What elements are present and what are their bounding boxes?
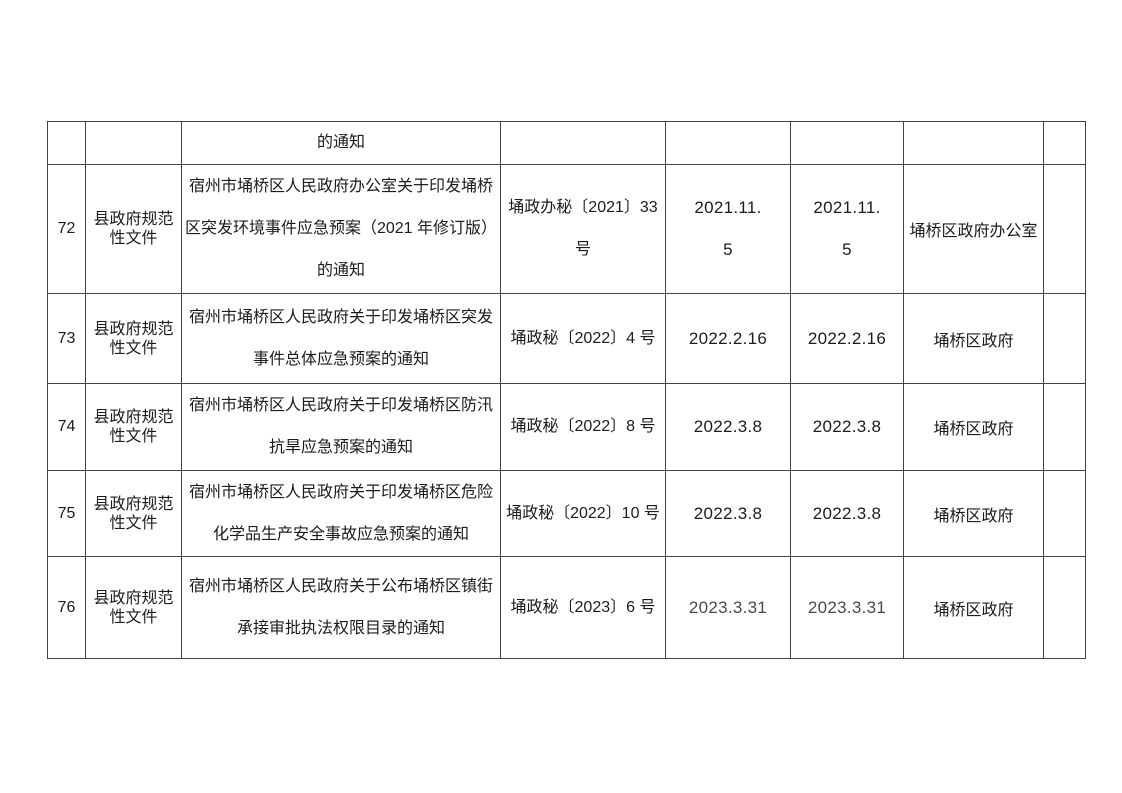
issue-date-line: 5	[723, 240, 733, 259]
issue-date-line: 2022.2.16	[688, 328, 768, 348]
title-line: 宿州市埇桥区人民政府关于印发埇桥区突发	[188, 308, 493, 326]
title-line: 区突发环境事件应急预案（2021 年修订版）	[184, 220, 498, 237]
seq-cell: 75	[47, 470, 86, 557]
issue-date-line: 2022.3.8	[693, 417, 763, 436]
remark-cell	[1043, 556, 1086, 659]
seq-cell: 72	[47, 164, 86, 294]
effective-date-cell	[790, 121, 904, 165]
remark-cell	[1043, 470, 1086, 557]
table-row: 73 县政府规范 性文件 宿州市埇桥区人民政府关于印发埇桥区突发 事件总体应急预…	[47, 293, 1086, 384]
issue-date-cell: 2022.3.8	[665, 470, 791, 557]
effective-date-cell: 2022.3.8	[790, 383, 904, 471]
title-cell: 宿州市埇桥区人民政府关于印发埇桥区防汛 抗旱应急预案的通知	[181, 383, 501, 471]
title-line: 宿州市埇桥区人民政府关于印发埇桥区防汛	[188, 397, 493, 414]
effective-date-cell: 2022.3.8	[790, 470, 904, 557]
doc-number-line: 埇政秘〔2022〕10 号	[506, 504, 660, 522]
effective-date-line: 2022.2.16	[807, 328, 887, 348]
issue-date-cell: 2021.11. 5	[665, 164, 791, 294]
issue-date-cell: 2023.3.31	[665, 556, 791, 659]
doc-number-line: 埇政办秘〔2021〕33	[508, 199, 658, 216]
category-line: 性文件	[109, 339, 158, 357]
doc-number-line: 埇政秘〔2022〕8 号	[510, 418, 656, 435]
doc-number-cell: 埇政秘〔2023〕6 号	[500, 556, 666, 659]
issue-date-line: 2023.3.31	[688, 597, 768, 617]
effective-date-line: 2021.11.	[813, 198, 881, 217]
issuing-office-cell: 埇桥区政府	[903, 470, 1044, 557]
issuing-office-cell	[903, 121, 1044, 165]
effective-date-line: 5	[842, 240, 852, 259]
doc-number-cell: 埇政秘〔2022〕4 号	[500, 293, 666, 384]
issue-date-cell	[665, 121, 791, 165]
category-line: 县政府规范	[93, 495, 174, 513]
doc-number-line: 号	[574, 241, 591, 258]
title-line: 化学品生产安全事故应急预案的通知	[212, 525, 469, 543]
title-cell: 宿州市埇桥区人民政府关于印发埇桥区危险 化学品生产安全事故应急预案的通知	[181, 470, 501, 557]
seq-cell: 74	[47, 383, 86, 471]
seq-cell	[47, 121, 86, 165]
effective-date-line: 2022.3.8	[812, 503, 882, 523]
category-line: 性文件	[109, 514, 158, 532]
category-cell: 县政府规范 性文件	[85, 293, 182, 384]
remark-cell	[1043, 383, 1086, 471]
remark-cell	[1043, 164, 1086, 294]
issuing-office-cell: 埇桥区政府	[903, 556, 1044, 659]
category-cell: 县政府规范 性文件	[85, 470, 182, 557]
title-line: 抗旱应急预案的通知	[268, 439, 413, 456]
title-line: 事件总体应急预案的通知	[252, 350, 429, 368]
issuing-office-cell: 埇桥区政府办公室	[903, 164, 1044, 294]
doc-number-cell: 埇政秘〔2022〕10 号	[500, 470, 666, 557]
category-cell: 县政府规范 性文件	[85, 383, 182, 471]
issue-date-cell: 2022.3.8	[665, 383, 791, 471]
effective-date-cell: 2021.11. 5	[790, 164, 904, 294]
title-line: 宿州市埇桥区人民政府办公室关于印发埇桥	[188, 178, 493, 195]
category-cell	[85, 121, 182, 165]
title-line: 的通知	[316, 262, 365, 279]
title-cell: 的通知	[181, 121, 501, 165]
doc-number-cell	[500, 121, 666, 165]
table-row: 76 县政府规范 性文件 宿州市埇桥区人民政府关于公布埇桥区镇街 承接审批执法权…	[47, 556, 1086, 659]
seq-cell: 73	[47, 293, 86, 384]
title-line: 承接审批执法权限目录的通知	[236, 619, 445, 637]
effective-date-line: 2022.3.8	[812, 417, 882, 436]
category-cell: 县政府规范 性文件	[85, 164, 182, 294]
table-row: 72 县政府规范 性文件 宿州市埇桥区人民政府办公室关于印发埇桥 区突发环境事件…	[47, 164, 1086, 294]
title-line: 宿州市埇桥区人民政府关于印发埇桥区危险	[188, 483, 493, 501]
issue-date-line: 2022.3.8	[693, 503, 763, 523]
table-row: 75 县政府规范 性文件 宿州市埇桥区人民政府关于印发埇桥区危险 化学品生产安全…	[47, 470, 1086, 557]
table-row: 74 县政府规范 性文件 宿州市埇桥区人民政府关于印发埇桥区防汛 抗旱应急预案的…	[47, 383, 1086, 471]
title-cell: 宿州市埇桥区人民政府关于公布埇桥区镇街 承接审批执法权限目录的通知	[181, 556, 501, 659]
table-row-continuation: 的通知	[47, 121, 1086, 165]
remark-cell	[1043, 121, 1086, 165]
category-line: 县政府规范	[93, 320, 174, 338]
category-line: 性文件	[109, 428, 158, 445]
doc-number-line: 埇政秘〔2022〕4 号	[510, 329, 656, 347]
records-table: 的通知 72 县政府规范 性文件 宿州市埇桥区人民政府办公室关于印发埇桥 区突发…	[47, 121, 1086, 659]
category-line: 县政府规范	[93, 589, 174, 607]
issue-date-line: 2021.11.	[694, 198, 762, 217]
remark-cell	[1043, 293, 1086, 384]
effective-date-cell: 2022.2.16	[790, 293, 904, 384]
title-cell: 宿州市埇桥区人民政府关于印发埇桥区突发 事件总体应急预案的通知	[181, 293, 501, 384]
title-line: 宿州市埇桥区人民政府关于公布埇桥区镇街	[188, 577, 493, 595]
effective-date-line: 2023.3.31	[807, 597, 887, 617]
category-line: 县政府规范	[93, 211, 174, 228]
doc-number-cell: 埇政办秘〔2021〕33 号	[500, 164, 666, 294]
category-line: 性文件	[109, 230, 158, 247]
issuing-office-cell: 埇桥区政府	[903, 383, 1044, 471]
doc-number-cell: 埇政秘〔2022〕8 号	[500, 383, 666, 471]
effective-date-cell: 2023.3.31	[790, 556, 904, 659]
doc-number-line: 埇政秘〔2023〕6 号	[510, 598, 656, 616]
title-line: 的通知	[316, 134, 365, 151]
category-cell: 县政府规范 性文件	[85, 556, 182, 659]
category-line: 县政府规范	[93, 409, 174, 426]
issue-date-cell: 2022.2.16	[665, 293, 791, 384]
category-line: 性文件	[109, 608, 158, 626]
issuing-office-cell: 埇桥区政府	[903, 293, 1044, 384]
seq-cell: 76	[47, 556, 86, 659]
title-cell: 宿州市埇桥区人民政府办公室关于印发埇桥 区突发环境事件应急预案（2021 年修订…	[181, 164, 501, 294]
